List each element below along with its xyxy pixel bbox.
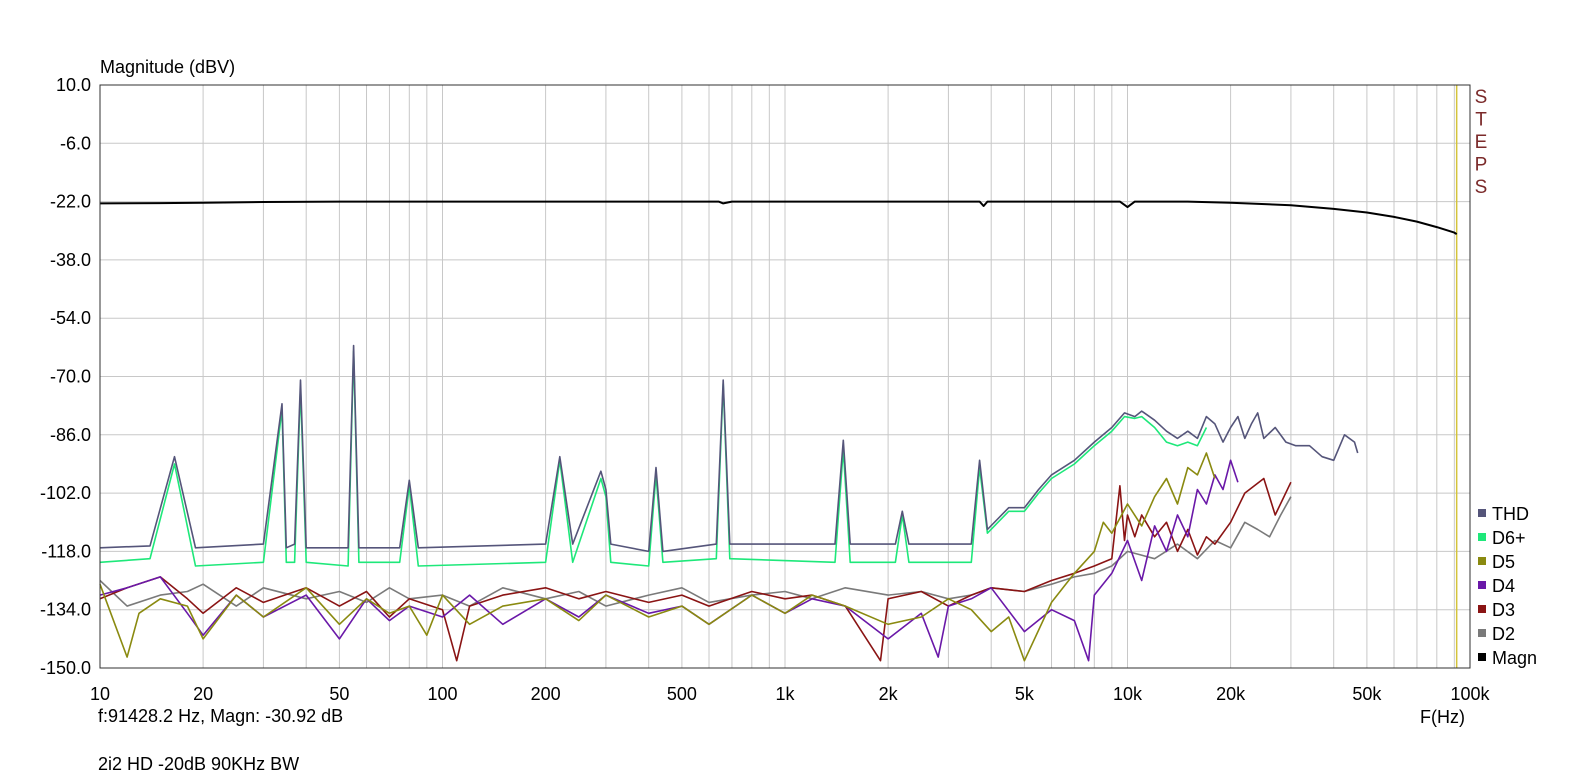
- x-tick-label: 5k: [1015, 684, 1035, 704]
- x-tick-label: 50k: [1352, 684, 1382, 704]
- chart-caption: 2i2 HD -20dB 90KHz BW: [98, 754, 300, 774]
- steps-letter: S: [1475, 87, 1488, 108]
- plot-frame: [99, 84, 1471, 669]
- y-tick-label: -134.0: [40, 600, 91, 620]
- legend-label: D4: [1492, 576, 1515, 596]
- series-line-d3: [99, 477, 1292, 662]
- legend-swatch: [1478, 581, 1486, 589]
- steps-letter: T: [1475, 110, 1487, 131]
- legend-label: THD: [1492, 504, 1529, 524]
- legend-label: D5: [1492, 552, 1515, 572]
- y-tick-label: -118.0: [41, 541, 91, 561]
- x-axis-label: F(Hz): [1420, 707, 1465, 727]
- y-ticks: 10.0 -6.0 -22.0 -38.0 -54.0 -70.0 -86.0 -102.0 -…: [40, 75, 91, 678]
- legend-label: D2: [1492, 624, 1515, 644]
- y-tick-label: -22.0: [50, 192, 91, 212]
- x-ticks: 10 20 50 100 200 500 1k 2k 5k 10k 20k 50k 100k: [90, 684, 1491, 704]
- legend-swatch: [1478, 629, 1486, 637]
- x-tick-label: 20: [193, 684, 213, 704]
- grid: [100, 84, 1470, 669]
- x-tick-label: 2k: [879, 684, 899, 704]
- x-tick-label: 500: [667, 684, 697, 704]
- steps-letter: S: [1475, 177, 1488, 198]
- legend-swatch: [1478, 509, 1486, 517]
- legend-label: D3: [1492, 600, 1515, 620]
- x-tick-label: 20k: [1216, 684, 1246, 704]
- legend-label: Magn: [1492, 648, 1537, 668]
- series-line-thd: [99, 344, 1359, 553]
- x-tick-label: 100k: [1450, 684, 1490, 704]
- x-tick-label: 100: [427, 684, 457, 704]
- y-tick-label: 10.0: [56, 75, 91, 95]
- x-tick-label: 200: [531, 684, 561, 704]
- legend-swatch: [1478, 605, 1486, 613]
- y-tick-label: -6.0: [60, 133, 91, 153]
- y-tick-label: -150.0: [40, 658, 91, 678]
- plot-border: [99, 84, 1471, 669]
- steps-letter: P: [1475, 155, 1488, 176]
- cursor-readout: f:91428.2 Hz, Magn: -30.92 dB: [98, 706, 344, 726]
- y-tick-label: -102.0: [40, 483, 91, 503]
- x-tick-label: 1k: [775, 684, 795, 704]
- series-line-magn: [99, 200, 1458, 235]
- series-line-d5: [99, 452, 1216, 662]
- steps-letter: E: [1475, 132, 1488, 153]
- legend-swatch: [1478, 653, 1486, 661]
- y-tick-label: -38.0: [50, 250, 91, 270]
- legend-swatch: [1478, 557, 1486, 565]
- x-tick-label: 50: [329, 684, 349, 704]
- series-line-d2: [99, 496, 1292, 607]
- legend-swatch: [1478, 533, 1486, 541]
- legend-label: D6+: [1492, 528, 1526, 548]
- y-axis-label: Magnitude (dBV): [100, 57, 235, 77]
- legend: THD D6+ D5 D4 D3 D2 Magn: [1478, 504, 1537, 668]
- y-tick-label: -54.0: [50, 308, 91, 328]
- x-tick-label: 10k: [1113, 684, 1143, 704]
- y-tick-label: -70.0: [50, 367, 91, 387]
- series-lines: [99, 200, 1458, 662]
- y-tick-label: -86.0: [50, 425, 91, 445]
- x-tick-label: 10: [90, 684, 110, 704]
